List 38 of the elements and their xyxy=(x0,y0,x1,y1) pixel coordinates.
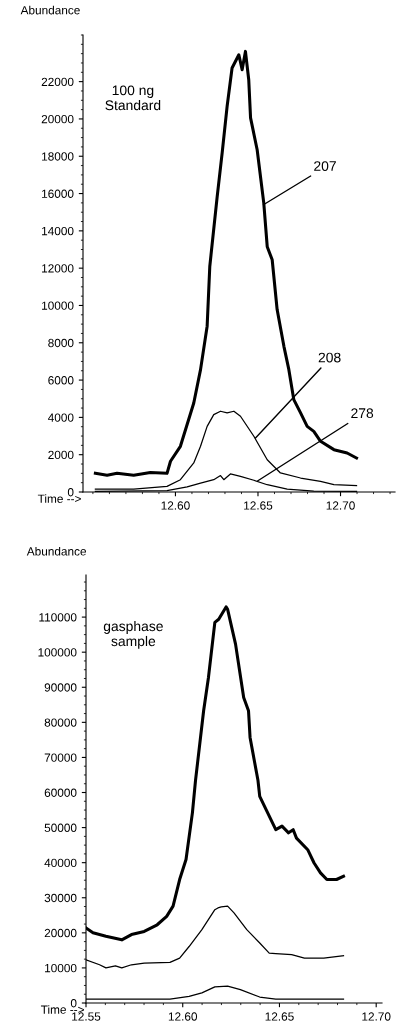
y-tick-label: 10000 xyxy=(45,963,77,973)
y-tick-label: 2000 xyxy=(48,450,74,460)
y-tick-label: 0 xyxy=(67,488,74,497)
y-tick-label: 22000 xyxy=(41,77,74,87)
annotation: 278 xyxy=(351,408,374,419)
y-tick-label: 0 xyxy=(70,999,77,1008)
x-tick-label: 12.60 xyxy=(161,501,190,510)
y-axis-title: Abundance xyxy=(20,5,80,15)
annotation: 208 xyxy=(318,352,341,363)
y-tick-label: 10000 xyxy=(42,301,74,310)
y-tick-label: 6000 xyxy=(48,376,74,385)
x-tick-label: 12.65 xyxy=(244,501,273,510)
y-tick-label: 14000 xyxy=(42,226,74,236)
y-tick-label: 100000 xyxy=(38,648,77,657)
y-tick-label: 80000 xyxy=(44,718,77,727)
y-tick-label: 40000 xyxy=(44,858,77,868)
y-tick-label: 90000 xyxy=(44,683,77,692)
y-tick-label: 70000 xyxy=(44,753,77,762)
y-tick-label: 8000 xyxy=(48,338,74,348)
y-tick-label: 18000 xyxy=(42,152,74,161)
annotation: gasphase sample xyxy=(103,620,163,649)
x-tick-label: 12.60 xyxy=(168,1012,198,1021)
x-tick-label: 12.65 xyxy=(265,1012,294,1021)
y-tick-label: 4000 xyxy=(47,413,74,422)
x-tick-label: 12.55 xyxy=(72,1012,101,1021)
y-axis-title: Abundance xyxy=(26,546,87,556)
y-tick-label: 20000 xyxy=(41,114,74,124)
y-tick-label: 20000 xyxy=(44,928,77,938)
y-tick-label: 50000 xyxy=(44,823,77,832)
x-tick-label: 12.70 xyxy=(362,1012,391,1021)
annotation: 207 xyxy=(314,161,336,171)
y-tick-label: 16000 xyxy=(42,189,74,198)
y-tick-label: 60000 xyxy=(44,788,77,797)
y-tick-label: 30000 xyxy=(44,893,77,903)
y-tick-label: 12000 xyxy=(42,264,74,273)
annotation: 100 ng Standard xyxy=(105,85,161,111)
x-tick-label: 12.70 xyxy=(326,501,355,510)
y-tick-label: 110000 xyxy=(39,613,77,622)
